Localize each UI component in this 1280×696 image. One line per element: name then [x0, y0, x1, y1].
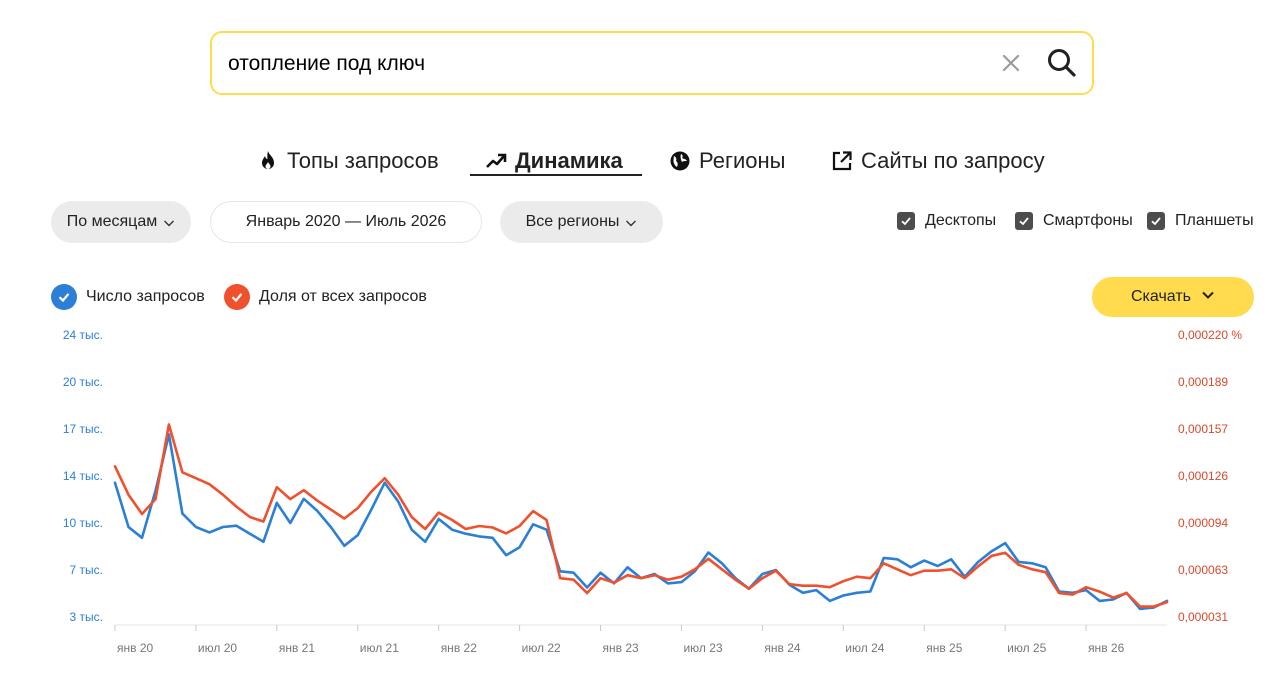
y-tick-right: 0,000094: [1178, 516, 1228, 530]
download-button[interactable]: Скачать: [1092, 277, 1254, 317]
y-tick-right: 0,000220 %: [1178, 328, 1242, 342]
active-tab-underline: [470, 174, 642, 176]
tab-regions[interactable]: Регионы: [669, 144, 785, 178]
device-label: Десктопы: [925, 212, 997, 229]
y-axis-right: 0,000220 % 0,000189 0,000157 0,000126 0,0000…: [1178, 328, 1242, 624]
y-tick-right: 0,000031: [1178, 610, 1228, 624]
tab-top-queries[interactable]: Топы запросов: [257, 144, 439, 178]
checkbox-checked-icon[interactable]: [897, 212, 915, 230]
y-tick-left: 24 тыс.: [63, 328, 103, 342]
chevron-down-icon: [625, 216, 637, 228]
search-icon[interactable]: [1046, 47, 1078, 79]
clear-icon[interactable]: [998, 50, 1024, 76]
trend-icon: [485, 150, 507, 172]
y-tick-right: 0,000157: [1178, 422, 1228, 436]
legend-item-queries[interactable]: Число запросов: [51, 284, 205, 310]
chevron-down-icon: [163, 216, 175, 228]
y-tick-left: 20 тыс.: [63, 375, 103, 389]
tab-label: Топы запросов: [287, 148, 439, 173]
series-line-share[interactable]: [113, 423, 1169, 608]
x-tick-label: янв 20: [117, 641, 154, 655]
x-tick-label: янв 25: [926, 641, 963, 655]
tab-label: Сайты по запросу: [861, 148, 1045, 173]
check-icon: [224, 284, 250, 310]
external-link-icon: [831, 150, 853, 172]
dynamics-chart[interactable]: 24 тыс. 20 тыс. 17 тыс. 14 тыс. 10 тыс. 7 тыс…: [0, 318, 1280, 678]
period-label: По месяцам: [66, 213, 158, 230]
search-input[interactable]: [226, 47, 990, 81]
legend-item-share[interactable]: Доля от всех запросов: [224, 284, 427, 310]
device-label: Планшеты: [1175, 212, 1254, 229]
checkbox-checked-icon[interactable]: [1147, 212, 1165, 230]
x-tick-label: июл 23: [683, 641, 722, 655]
y-tick-right: 0,000126: [1178, 469, 1228, 483]
device-label: Смартфоны: [1043, 212, 1133, 229]
tab-sites[interactable]: Сайты по запросу: [831, 144, 1045, 178]
y-tick-right: 0,000189: [1178, 375, 1228, 389]
series-line-queries[interactable]: [113, 433, 1169, 611]
y-tick-left: 10 тыс.: [63, 516, 103, 530]
y-tick-left: 14 тыс.: [63, 469, 103, 483]
x-tick-label: янв 22: [441, 641, 478, 655]
tabs: Топы запросов Динамика Регионы Сайты по …: [0, 144, 1280, 184]
tab-label: Регионы: [699, 148, 786, 173]
regions-select[interactable]: Все регионы: [500, 201, 663, 243]
x-tick-label: янв 24: [764, 641, 801, 655]
series-layer: [113, 423, 1169, 611]
y-tick-left: 17 тыс.: [63, 422, 103, 436]
x-tick-label: июл 21: [360, 641, 399, 655]
check-icon: [51, 284, 77, 310]
legend-label: Число запросов: [86, 288, 205, 305]
globe-icon: [669, 150, 691, 172]
fire-icon: [257, 150, 279, 172]
x-tick-label: янв 21: [279, 641, 316, 655]
checkbox-checked-icon[interactable]: [1015, 212, 1033, 230]
y-tick-left: 7 тыс.: [70, 563, 103, 577]
device-smartphone[interactable]: Смартфоны: [1015, 212, 1133, 230]
legend-label: Доля от всех запросов: [259, 288, 427, 305]
search-bar: [210, 31, 1094, 95]
download-label: Скачать: [1131, 288, 1191, 305]
regions-label: Все регионы: [525, 213, 620, 230]
device-tablet[interactable]: Планшеты: [1147, 212, 1254, 230]
x-tick-label: янв 26: [1088, 641, 1125, 655]
x-axis: янв 20 июл 20 янв 21 июл 21 янв 22 июл 22 янв …: [114, 624, 1167, 655]
device-desktop[interactable]: Десктопы: [897, 212, 996, 230]
x-tick-label: июл 25: [1007, 641, 1046, 655]
date-range-label: Январь 2020 — Июль 2026: [245, 213, 447, 230]
period-select[interactable]: По месяцам: [51, 201, 191, 243]
y-axis-left: 24 тыс. 20 тыс. 17 тыс. 14 тыс. 10 тыс. 7 тыс…: [63, 328, 103, 624]
tab-label: Динамика: [515, 148, 623, 173]
x-tick-label: июл 22: [522, 641, 561, 655]
tab-dynamics[interactable]: Динамика: [485, 144, 623, 178]
y-tick-right: 0,000063: [1178, 563, 1228, 577]
chevron-down-icon: [1201, 288, 1215, 307]
x-tick-label: июл 20: [198, 641, 237, 655]
y-tick-left: 3 тыс.: [70, 610, 103, 624]
x-tick-label: июл 24: [845, 641, 884, 655]
date-range-picker[interactable]: Январь 2020 — Июль 2026: [210, 201, 482, 243]
x-tick-label: янв 23: [603, 641, 640, 655]
